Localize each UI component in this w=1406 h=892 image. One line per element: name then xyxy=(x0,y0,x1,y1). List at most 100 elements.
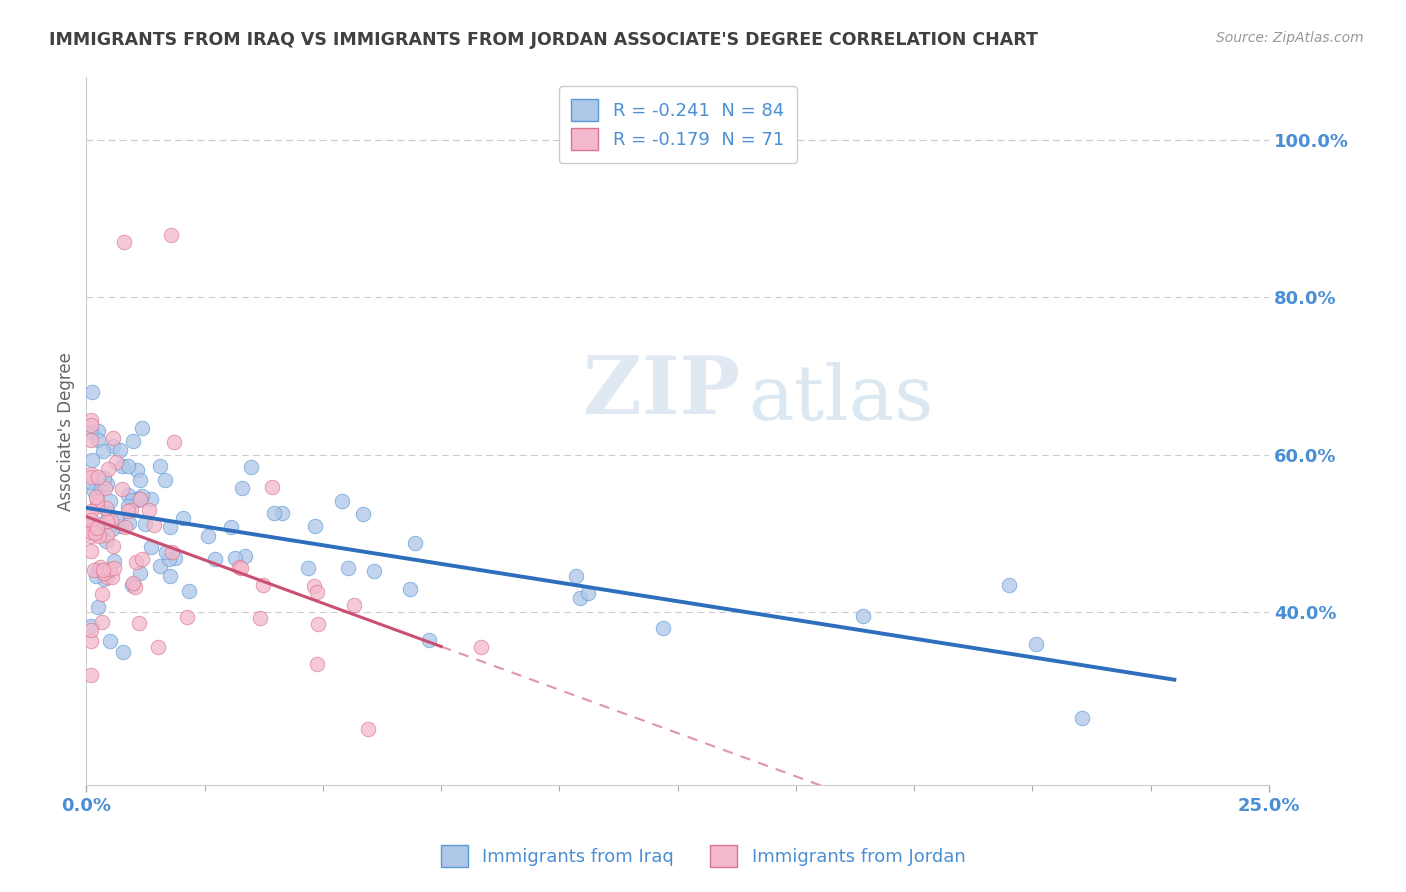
Point xyxy=(231,481,253,495)
Point xyxy=(103,561,125,575)
Point xyxy=(111,482,134,496)
Point xyxy=(357,722,380,736)
Point xyxy=(149,459,172,474)
Point xyxy=(86,499,108,513)
Point xyxy=(153,473,176,487)
Point xyxy=(131,420,153,434)
Point xyxy=(117,504,139,518)
Text: atlas: atlas xyxy=(748,362,934,436)
Point xyxy=(87,600,110,615)
Point xyxy=(128,473,150,487)
Point xyxy=(470,640,492,655)
Point xyxy=(86,521,108,535)
Point xyxy=(141,541,163,555)
Legend: R = -0.241  N = 84, R = -0.179  N = 71: R = -0.241 N = 84, R = -0.179 N = 71 xyxy=(558,87,797,163)
Point xyxy=(160,544,183,558)
Point xyxy=(89,560,111,574)
Point xyxy=(94,500,117,515)
Point xyxy=(228,560,250,574)
Point xyxy=(80,504,103,518)
Point xyxy=(118,516,141,531)
Point xyxy=(157,552,180,566)
Point xyxy=(83,483,105,498)
Point xyxy=(117,488,139,502)
Point xyxy=(91,563,114,577)
Point xyxy=(90,481,112,495)
Point xyxy=(91,444,114,458)
Point xyxy=(80,618,103,632)
Point xyxy=(83,525,105,540)
Point xyxy=(399,582,422,596)
Point xyxy=(80,513,103,527)
Point xyxy=(96,570,118,584)
Point xyxy=(121,578,143,592)
Text: Source: ZipAtlas.com: Source: ZipAtlas.com xyxy=(1216,31,1364,45)
Point xyxy=(138,503,160,517)
Point xyxy=(134,516,156,531)
Point xyxy=(302,579,325,593)
Point xyxy=(86,494,108,508)
Point xyxy=(1025,637,1047,651)
Point xyxy=(89,528,111,542)
Point xyxy=(307,657,329,671)
Point xyxy=(142,517,165,532)
Point xyxy=(90,587,112,601)
Point xyxy=(80,520,103,534)
Point xyxy=(101,522,124,536)
Point xyxy=(160,227,183,242)
Point xyxy=(148,640,170,655)
Point xyxy=(87,564,110,578)
Point xyxy=(263,506,285,520)
Point xyxy=(176,609,198,624)
Point xyxy=(87,424,110,438)
Point xyxy=(418,632,440,647)
Point xyxy=(576,586,599,600)
Point xyxy=(80,516,103,530)
Point xyxy=(233,549,256,564)
Point xyxy=(229,560,252,574)
Point xyxy=(330,494,353,508)
Point xyxy=(363,564,385,578)
Point xyxy=(342,598,364,612)
Point xyxy=(568,591,591,606)
Point xyxy=(352,508,374,522)
Point xyxy=(112,235,135,250)
Point xyxy=(128,491,150,505)
Point xyxy=(163,435,186,450)
Point xyxy=(110,519,132,533)
Point xyxy=(117,459,139,474)
Point xyxy=(101,539,124,553)
Text: IMMIGRANTS FROM IRAQ VS IMMIGRANTS FROM JORDAN ASSOCIATE'S DEGREE CORRELATION CH: IMMIGRANTS FROM IRAQ VS IMMIGRANTS FROM … xyxy=(49,31,1038,49)
Point xyxy=(172,511,194,525)
Point xyxy=(271,506,294,520)
Point xyxy=(260,480,283,494)
Point xyxy=(80,623,103,637)
Point xyxy=(100,513,122,527)
Point xyxy=(96,477,118,491)
Point xyxy=(127,493,149,508)
Point xyxy=(98,562,121,576)
Point xyxy=(117,499,139,513)
Point xyxy=(82,524,104,539)
Point xyxy=(80,425,103,440)
Point xyxy=(80,470,103,484)
Point xyxy=(80,413,103,427)
Point xyxy=(98,633,121,648)
Point xyxy=(96,527,118,541)
Point xyxy=(86,491,108,505)
Point xyxy=(307,616,329,631)
Point xyxy=(97,462,120,476)
Point xyxy=(305,585,328,599)
Point xyxy=(224,551,246,566)
Point xyxy=(105,455,128,469)
Point xyxy=(80,475,103,490)
Point xyxy=(93,566,115,580)
Point xyxy=(93,471,115,485)
Point xyxy=(239,460,262,475)
Point xyxy=(101,570,124,584)
Point xyxy=(80,524,103,539)
Point xyxy=(80,634,103,648)
Point xyxy=(105,513,128,527)
Point xyxy=(93,572,115,586)
Point xyxy=(80,384,103,399)
